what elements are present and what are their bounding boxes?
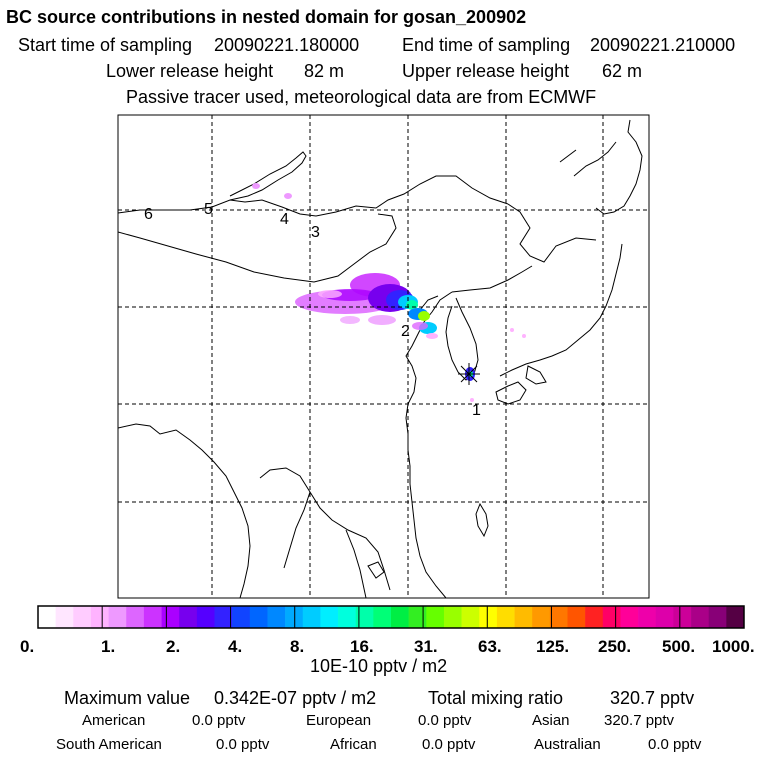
upper-release-value: 62 m bbox=[602, 61, 643, 81]
colorbar-cell bbox=[285, 606, 304, 628]
map-panel bbox=[118, 115, 649, 598]
colorbar-frame bbox=[37, 605, 745, 629]
region-value: 320.7 pptv bbox=[604, 712, 675, 729]
colorbar-cell bbox=[655, 606, 674, 628]
colorbar-cell bbox=[514, 606, 533, 628]
colorbar-cell bbox=[708, 606, 727, 628]
end-time-label: End time of sampling bbox=[402, 35, 571, 55]
coastlines bbox=[118, 119, 643, 598]
total-mixing-label: Total mixing ratio bbox=[428, 688, 564, 708]
region-name: Australian bbox=[534, 736, 601, 753]
marker-1: 1 bbox=[472, 402, 481, 419]
colorbar-cell bbox=[320, 606, 339, 628]
colorbar-cell bbox=[161, 606, 180, 628]
colorbar-cell bbox=[673, 606, 692, 628]
colorbar-cell bbox=[267, 606, 286, 628]
colorbar-cell bbox=[532, 606, 551, 628]
region-value: 0.0 pptv bbox=[216, 736, 270, 753]
colorbar-cell bbox=[179, 606, 198, 628]
colorbar-cell bbox=[373, 606, 392, 628]
marker-2: 2 bbox=[401, 323, 410, 340]
colorbar-cell bbox=[549, 606, 568, 628]
colorbar-cell bbox=[567, 606, 586, 628]
colorbar-cell bbox=[391, 606, 409, 628]
region-value: 0.0 pptv bbox=[648, 736, 702, 753]
start-time-value: 20090221.180000 bbox=[214, 35, 360, 55]
total-mixing-value: 320.7 pptv bbox=[610, 688, 695, 708]
marker-5: 5 bbox=[204, 201, 213, 218]
colorbar-cell bbox=[691, 606, 709, 628]
colorbar-cell bbox=[338, 606, 356, 628]
colorbar-cell bbox=[126, 606, 145, 628]
region-name: American bbox=[82, 712, 146, 729]
colorbar-cell bbox=[73, 606, 92, 628]
tracer-plume bbox=[252, 183, 526, 402]
colorbar-cell bbox=[143, 606, 162, 628]
region-name: European bbox=[306, 712, 372, 729]
colorbar-label-10: 500. bbox=[662, 637, 696, 656]
map-frame bbox=[117, 114, 650, 599]
colorbar-cell bbox=[38, 606, 56, 628]
colorbar-label-3: 4. bbox=[228, 637, 243, 656]
colorbar-label-11: 1000. bbox=[712, 637, 755, 656]
colorbar-cell bbox=[249, 606, 268, 628]
colorbar-cell bbox=[496, 606, 515, 628]
map-title: BC source contributions in nested domain… bbox=[6, 7, 527, 27]
end-time-value: 20090221.210000 bbox=[590, 35, 736, 55]
colorbar-cell bbox=[585, 606, 604, 628]
colorbar-cell bbox=[90, 606, 109, 628]
region-name: Asian bbox=[532, 712, 570, 729]
colorbar-label-8: 125. bbox=[536, 637, 570, 656]
marker-4: 4 bbox=[280, 211, 289, 228]
colorbar-cell bbox=[638, 606, 657, 628]
colorbar-label-0: 0. bbox=[20, 637, 35, 656]
colorbar-cell bbox=[196, 606, 215, 628]
marker-6: 6 bbox=[144, 206, 153, 223]
tracer-note: Passive tracer used, meteorological data… bbox=[126, 87, 597, 107]
region-name: African bbox=[330, 736, 377, 753]
colorbar-cell bbox=[443, 606, 462, 628]
region-value: 0.0 pptv bbox=[192, 712, 246, 729]
lower-release-label: Lower release height bbox=[106, 61, 274, 81]
colorbar-label-6: 31. bbox=[414, 637, 438, 656]
colorbar-cell bbox=[108, 606, 127, 628]
region-name: South American bbox=[56, 736, 162, 753]
colorbar-label-7: 63. bbox=[478, 637, 502, 656]
colorbar bbox=[38, 606, 745, 628]
map-grid bbox=[118, 115, 649, 598]
max-value-label: Maximum value bbox=[64, 688, 191, 708]
colorbar-cell bbox=[620, 606, 639, 628]
colorbar-cell bbox=[426, 606, 445, 628]
colorbar-cell bbox=[232, 606, 251, 628]
max-value: 0.342E-07 pptv / m2 bbox=[214, 688, 377, 708]
colorbar-cell bbox=[55, 606, 74, 628]
colorbar-label-9: 250. bbox=[598, 637, 632, 656]
upper-release-label: Upper release height bbox=[402, 61, 570, 81]
colorbar-cell bbox=[461, 606, 480, 628]
colorbar-unit: 10E-10 pptv / m2 bbox=[310, 656, 448, 676]
colorbar-cell bbox=[479, 606, 498, 628]
colorbar-label-2: 2. bbox=[166, 637, 181, 656]
colorbar-cell bbox=[355, 606, 374, 628]
colorbar-label-5: 16. bbox=[350, 637, 374, 656]
receptor-star-icon bbox=[458, 363, 480, 385]
start-time-label: Start time of sampling bbox=[18, 35, 193, 55]
colorbar-cell bbox=[302, 606, 321, 628]
colorbar-cell bbox=[214, 606, 233, 628]
region-value: 0.0 pptv bbox=[422, 736, 476, 753]
lower-release-value: 82 m bbox=[304, 61, 345, 81]
colorbar-cell bbox=[408, 606, 427, 628]
colorbar-cell bbox=[726, 606, 745, 628]
colorbar-label-1: 1. bbox=[101, 637, 116, 656]
colorbar-label-4: 8. bbox=[290, 637, 305, 656]
marker-3: 3 bbox=[311, 224, 320, 241]
region-value: 0.0 pptv bbox=[418, 712, 472, 729]
trajectory-markers: 1 2 3 4 5 6 bbox=[144, 201, 481, 419]
colorbar-cell bbox=[602, 606, 621, 628]
